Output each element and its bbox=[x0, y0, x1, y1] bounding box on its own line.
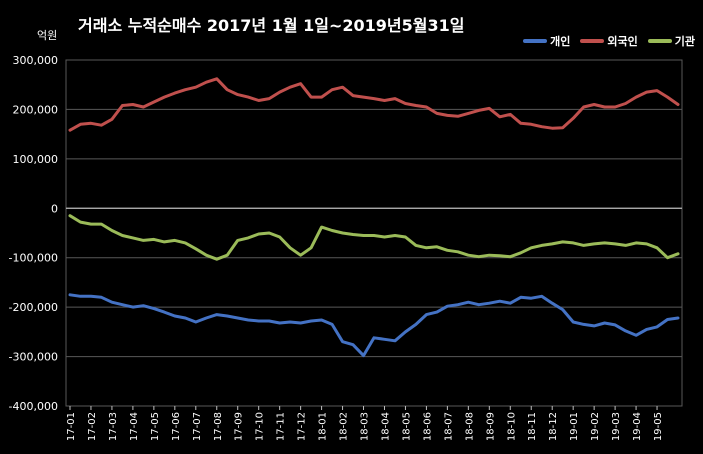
x-tick-label: 18-01 bbox=[318, 412, 329, 441]
y-tick-label: 200,000 bbox=[13, 103, 59, 116]
x-tick-label: 18-09 bbox=[485, 412, 496, 441]
x-tick-label: 17-08 bbox=[213, 412, 224, 441]
series-line-2 bbox=[68, 214, 680, 261]
y-tick-label: 300,000 bbox=[13, 54, 59, 67]
chart-grid bbox=[65, 59, 683, 407]
x-tick-label: 17-05 bbox=[150, 412, 161, 441]
x-tick-label: 17-04 bbox=[129, 412, 140, 441]
y-tick-label: -200,000 bbox=[9, 301, 58, 314]
x-tick-label: 18-05 bbox=[401, 412, 412, 441]
y-tick-label: 100,000 bbox=[13, 153, 59, 166]
legend-label-individual: 개인 bbox=[550, 35, 571, 48]
legend-swatch-institution bbox=[647, 39, 672, 43]
x-tick-label: 17-03 bbox=[108, 412, 119, 441]
x-tick-label: 19-01 bbox=[569, 412, 580, 441]
x-tick-label: 19-02 bbox=[590, 412, 601, 441]
x-tick-label: 17-11 bbox=[276, 412, 287, 441]
legend-item-individual: 개인 bbox=[523, 33, 570, 49]
x-tick-label: 18-04 bbox=[380, 412, 391, 441]
legend-item-institution: 기관 bbox=[647, 33, 695, 49]
plot-border bbox=[65, 59, 683, 407]
x-tick-label: 18-12 bbox=[548, 412, 559, 441]
x-tick-label: 19-04 bbox=[632, 412, 643, 441]
x-tick-label: 18-11 bbox=[527, 412, 538, 441]
x-tick-label: 19-03 bbox=[611, 412, 622, 441]
y-axis-unit-label: 억원 bbox=[37, 29, 58, 42]
x-tick-label: 18-06 bbox=[422, 412, 433, 441]
x-tick-label: 18-08 bbox=[464, 412, 475, 441]
x-tick-label: 19-05 bbox=[653, 412, 664, 441]
x-axis: 17-01 17-02 17-03 17-04 17-05 17-06 17-07 17-08… bbox=[66, 406, 664, 441]
x-tick-label: 17-09 bbox=[234, 412, 245, 441]
series-lines bbox=[68, 77, 680, 358]
chart-title: 거래소 누적순매수 2017년 1월 1일~2019년5월31일 bbox=[78, 16, 465, 35]
x-tick-label: 18-03 bbox=[360, 412, 371, 441]
x-tick-label: 18-10 bbox=[506, 412, 517, 441]
x-tick-label: 17-12 bbox=[297, 412, 308, 441]
legend-swatch-foreign bbox=[580, 39, 605, 43]
y-tick-label: 0 bbox=[51, 202, 58, 215]
legend-label-foreign: 외국인 bbox=[607, 35, 638, 48]
legend-label-institution: 기관 bbox=[674, 35, 695, 48]
x-tick-label: 17-01 bbox=[66, 412, 77, 441]
x-tick-label: 18-07 bbox=[443, 412, 454, 441]
legend-item-foreign: 외국인 bbox=[580, 33, 638, 49]
x-tick-label: 18-02 bbox=[339, 412, 350, 441]
legend-swatch-individual bbox=[523, 39, 548, 43]
x-tick-label: 17-10 bbox=[255, 412, 266, 441]
x-tick-label: 17-06 bbox=[171, 412, 182, 441]
y-tick-label: -100,000 bbox=[9, 252, 58, 265]
x-tick-label: 17-07 bbox=[192, 412, 203, 441]
y-tick-label: -400,000 bbox=[9, 400, 58, 413]
y-tick-label: -300,000 bbox=[9, 351, 58, 364]
x-tick-label: 17-02 bbox=[87, 412, 98, 441]
series-line-0 bbox=[68, 293, 680, 358]
series-line-1 bbox=[68, 77, 680, 132]
y-axis: 300,000 200,000 100,000 0 -100,000 -200,000 -3… bbox=[9, 54, 58, 413]
chart-legend: 개인 외국인 기관 bbox=[523, 33, 695, 49]
